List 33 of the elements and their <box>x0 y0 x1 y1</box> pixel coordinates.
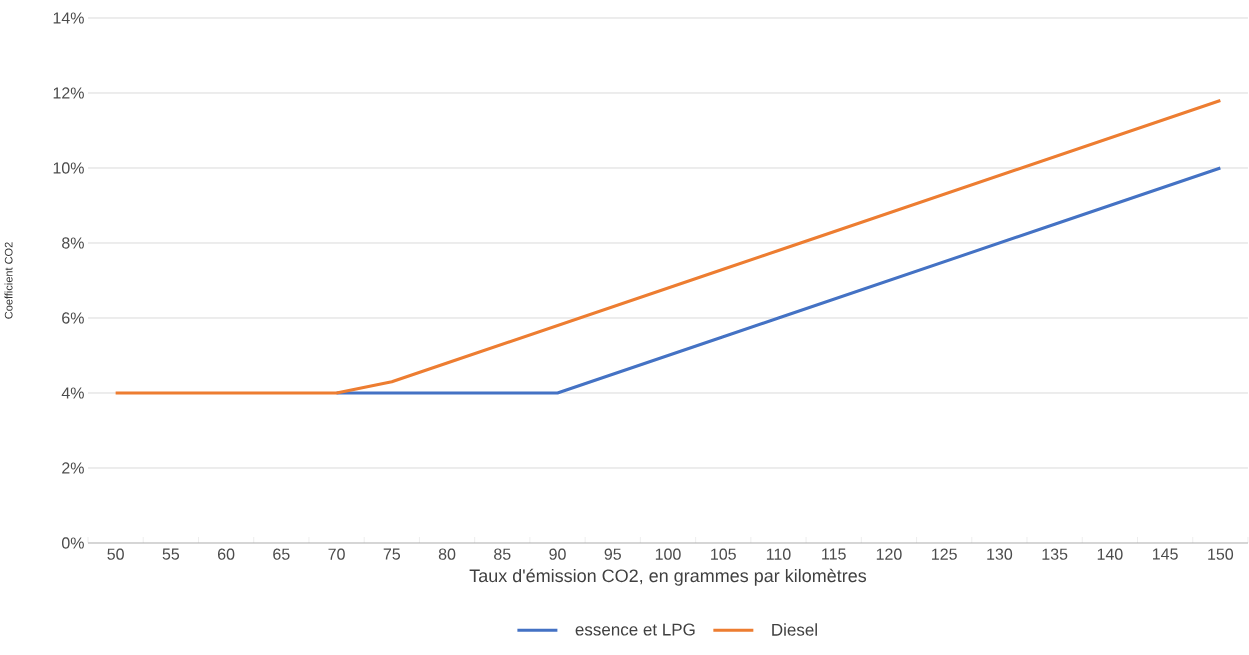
x-tick-label: 110 <box>766 548 791 560</box>
y-tick-label: 0% <box>61 537 84 549</box>
legend-label: essence et LPG <box>575 623 695 636</box>
x-tick-label: 75 <box>383 548 401 560</box>
x-tick-label: 125 <box>932 548 957 560</box>
x-tick-label: 140 <box>1097 548 1123 560</box>
x-tick-label: 145 <box>1153 548 1178 560</box>
x-tick-label: 105 <box>711 548 736 560</box>
x-tick-label: 85 <box>494 548 511 560</box>
x-tick-label: 150 <box>1208 548 1234 560</box>
y-tick-label: 10% <box>53 162 84 174</box>
x-tick-label: 60 <box>218 548 235 560</box>
x-tick-label: 100 <box>655 548 681 560</box>
x-tick-label: 135 <box>1042 548 1068 560</box>
x-tick-label: 120 <box>876 548 902 560</box>
x-tick-label: 70 <box>328 548 345 560</box>
x-tick-label: 130 <box>987 548 1013 560</box>
y-tick-label: 8% <box>62 237 84 249</box>
x-tick-label: 50 <box>107 548 124 560</box>
x-tick-label: 65 <box>273 548 290 560</box>
x-tick-label: 115 <box>822 548 846 560</box>
x-axis-title: Taux d'émission CO2, en grammes par kilomètres <box>469 568 867 586</box>
y-axis-title: Coefficient CO2 <box>4 242 13 319</box>
y-tick-label: 12% <box>53 87 84 99</box>
y-tick-label: 6% <box>62 312 84 324</box>
x-tick-label: 95 <box>604 548 621 560</box>
y-tick-label: 4% <box>61 387 84 399</box>
x-tick-label: 55 <box>162 548 180 560</box>
legend-label: Diesel <box>772 623 817 636</box>
x-tick-label: 90 <box>549 548 566 560</box>
x-tick-label: 80 <box>438 548 456 560</box>
y-tick-label: 14% <box>53 12 84 24</box>
y-tick-label: 2% <box>62 462 84 474</box>
